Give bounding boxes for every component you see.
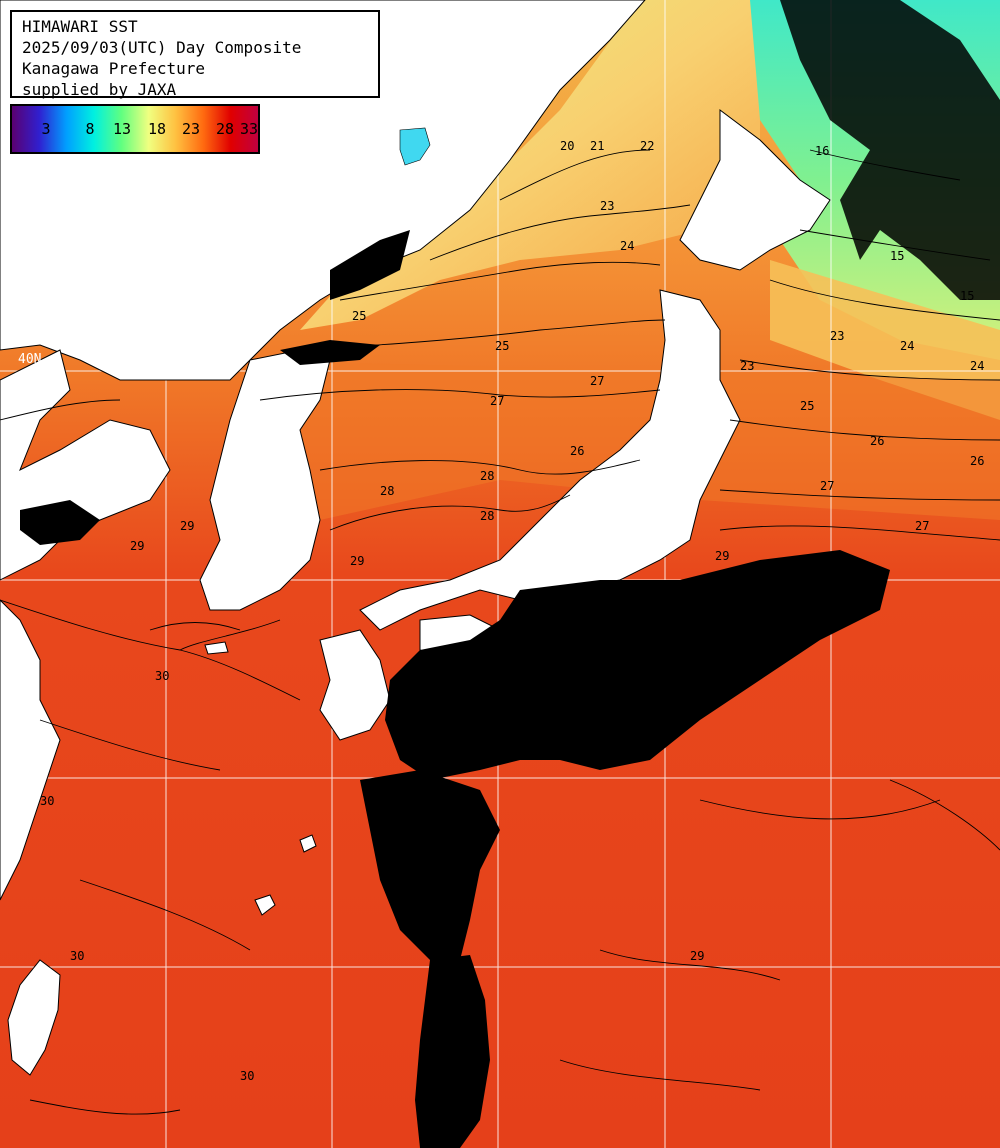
- land-ryukyu-2: [299, 834, 317, 853]
- cloud-south-strip: [415, 955, 490, 1148]
- lat-label-40n: 40N: [18, 352, 42, 367]
- contour-label: 15: [890, 249, 904, 263]
- contour-label: 29: [130, 539, 144, 553]
- cloud-korea-coast: [330, 230, 410, 300]
- contour-label: 26: [970, 454, 984, 468]
- land-china-south: [0, 599, 61, 901]
- cloud-west-patch: [20, 500, 100, 545]
- contour-label: 29: [715, 549, 729, 563]
- contour-label: 29: [180, 519, 194, 533]
- legend-tick: 33: [239, 120, 259, 138]
- color-legend: 3 8 13 18 23 28 33: [10, 104, 260, 154]
- contour-label: 29: [690, 949, 704, 963]
- land-ryukyu-1: [254, 894, 276, 916]
- legend-tick: 18: [147, 120, 167, 138]
- land-honshu: [359, 289, 741, 631]
- contour-label: 27: [820, 479, 834, 493]
- legend-tick: 3: [41, 120, 51, 138]
- contour-labels: 20 21 22 23 24 25 25 26 27 27 28 28 28 29 29 29 30 30 30 30…: [40, 139, 984, 1083]
- contour-label: 26: [870, 434, 884, 448]
- contour-label: 27: [915, 519, 929, 533]
- contour-label: 25: [352, 309, 366, 323]
- land-hokkaido: [679, 109, 831, 271]
- contour-label: 28: [380, 484, 394, 498]
- contour-label: 30: [70, 949, 84, 963]
- title-box: HIMAWARI SST 2025/09/03(UTC) Day Composi…: [10, 10, 380, 99]
- cold-spot: [399, 127, 431, 166]
- title-line-4: supplied by JAXA: [22, 80, 177, 99]
- contour-label: 16: [815, 144, 829, 158]
- legend-tick: 13: [112, 120, 132, 138]
- land-jeju: [204, 641, 229, 655]
- contour-label: 24: [900, 339, 914, 353]
- contour-label: 23: [740, 359, 754, 373]
- contour-label: 28: [480, 509, 494, 523]
- mid-band: [240, 360, 1000, 520]
- contour-label: 30: [40, 794, 54, 808]
- title-line-3: Kanagawa Prefecture: [22, 59, 206, 78]
- contour-label: 22: [640, 139, 654, 153]
- legend-tick: 28: [215, 120, 235, 138]
- contour-label: 26: [570, 444, 584, 458]
- contour-label: 23: [600, 199, 614, 213]
- contour-label: 25: [800, 399, 814, 413]
- cloud-south-column: [360, 770, 500, 960]
- legend-tick: 23: [181, 120, 201, 138]
- contour-label: 29: [350, 554, 364, 568]
- cloud-kii-pacific: [385, 550, 890, 780]
- contour-label: 25: [495, 339, 509, 353]
- contour-label: 21: [590, 139, 604, 153]
- contour-label: 27: [490, 394, 504, 408]
- legend-gradient: [12, 106, 258, 152]
- contour-label: 23: [830, 329, 844, 343]
- title-line-2: 2025/09/03(UTC) Day Composite: [22, 38, 302, 57]
- land-kyushu: [319, 629, 391, 741]
- title-line-1: HIMAWARI SST: [22, 17, 138, 36]
- contour-label: 24: [970, 359, 984, 373]
- contour-label: 24: [620, 239, 634, 253]
- cloud-northeast: [780, 0, 1000, 300]
- land-taiwan: [7, 959, 61, 1076]
- contour-label: 15: [960, 289, 974, 303]
- legend-tick: 8: [85, 120, 95, 138]
- contour-label: 20: [560, 139, 574, 153]
- lat-label-30: 30: [22, 758, 38, 773]
- contour-label: 28: [480, 469, 494, 483]
- contour-label: 30: [240, 1069, 254, 1083]
- contour-label: 30: [155, 669, 169, 683]
- contour-label: 27: [590, 374, 604, 388]
- cloud-mask: [20, 0, 1000, 1148]
- sst-contours: [0, 149, 1000, 1115]
